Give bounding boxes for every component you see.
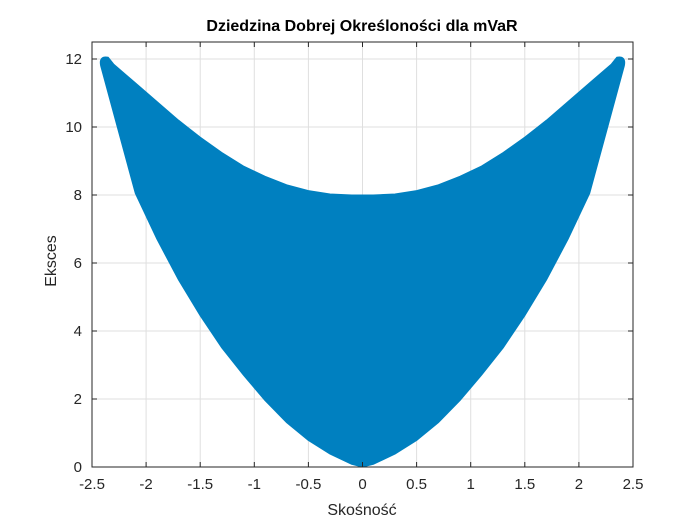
x-tick-label: 2.5 [623,476,644,493]
x-tick-label: -1.5 [187,476,213,493]
x-tick-label: -0.5 [295,476,321,493]
x-tick-label: 1.5 [514,476,535,493]
chart-title: Dziedzina Dobrej Określoności dla mVaR [206,18,518,35]
y-tick-label: 6 [74,255,82,272]
x-axis-title: Skośność [327,502,396,519]
y-tick-label: 12 [65,51,82,68]
labels: -2.5 -2 -1.5 -1 -0.5 0 0.5 1 1.5 2 2.5 0 2 4 6 8 10 12 [65,51,643,493]
x-tick-label: -2 [139,476,152,493]
y-tick-label: 2 [74,391,82,408]
x-tick-label: -2.5 [79,476,105,493]
y-tick-label: 10 [65,119,82,136]
axes [91,41,634,468]
x-tick-label: 1 [467,476,475,493]
y-tick-label: 8 [74,187,82,204]
plot-data [99,56,626,468]
x-tick-label: 0.5 [406,476,427,493]
x-tick-label: 2 [575,476,583,493]
domain-area [99,56,626,468]
x-tick-label: -1 [248,476,261,493]
x-tick-label: 0 [358,476,366,493]
y-axis-title: Eksces [43,235,60,287]
y-tick-label: 4 [74,323,82,340]
y-tick-label: 0 [74,459,82,476]
